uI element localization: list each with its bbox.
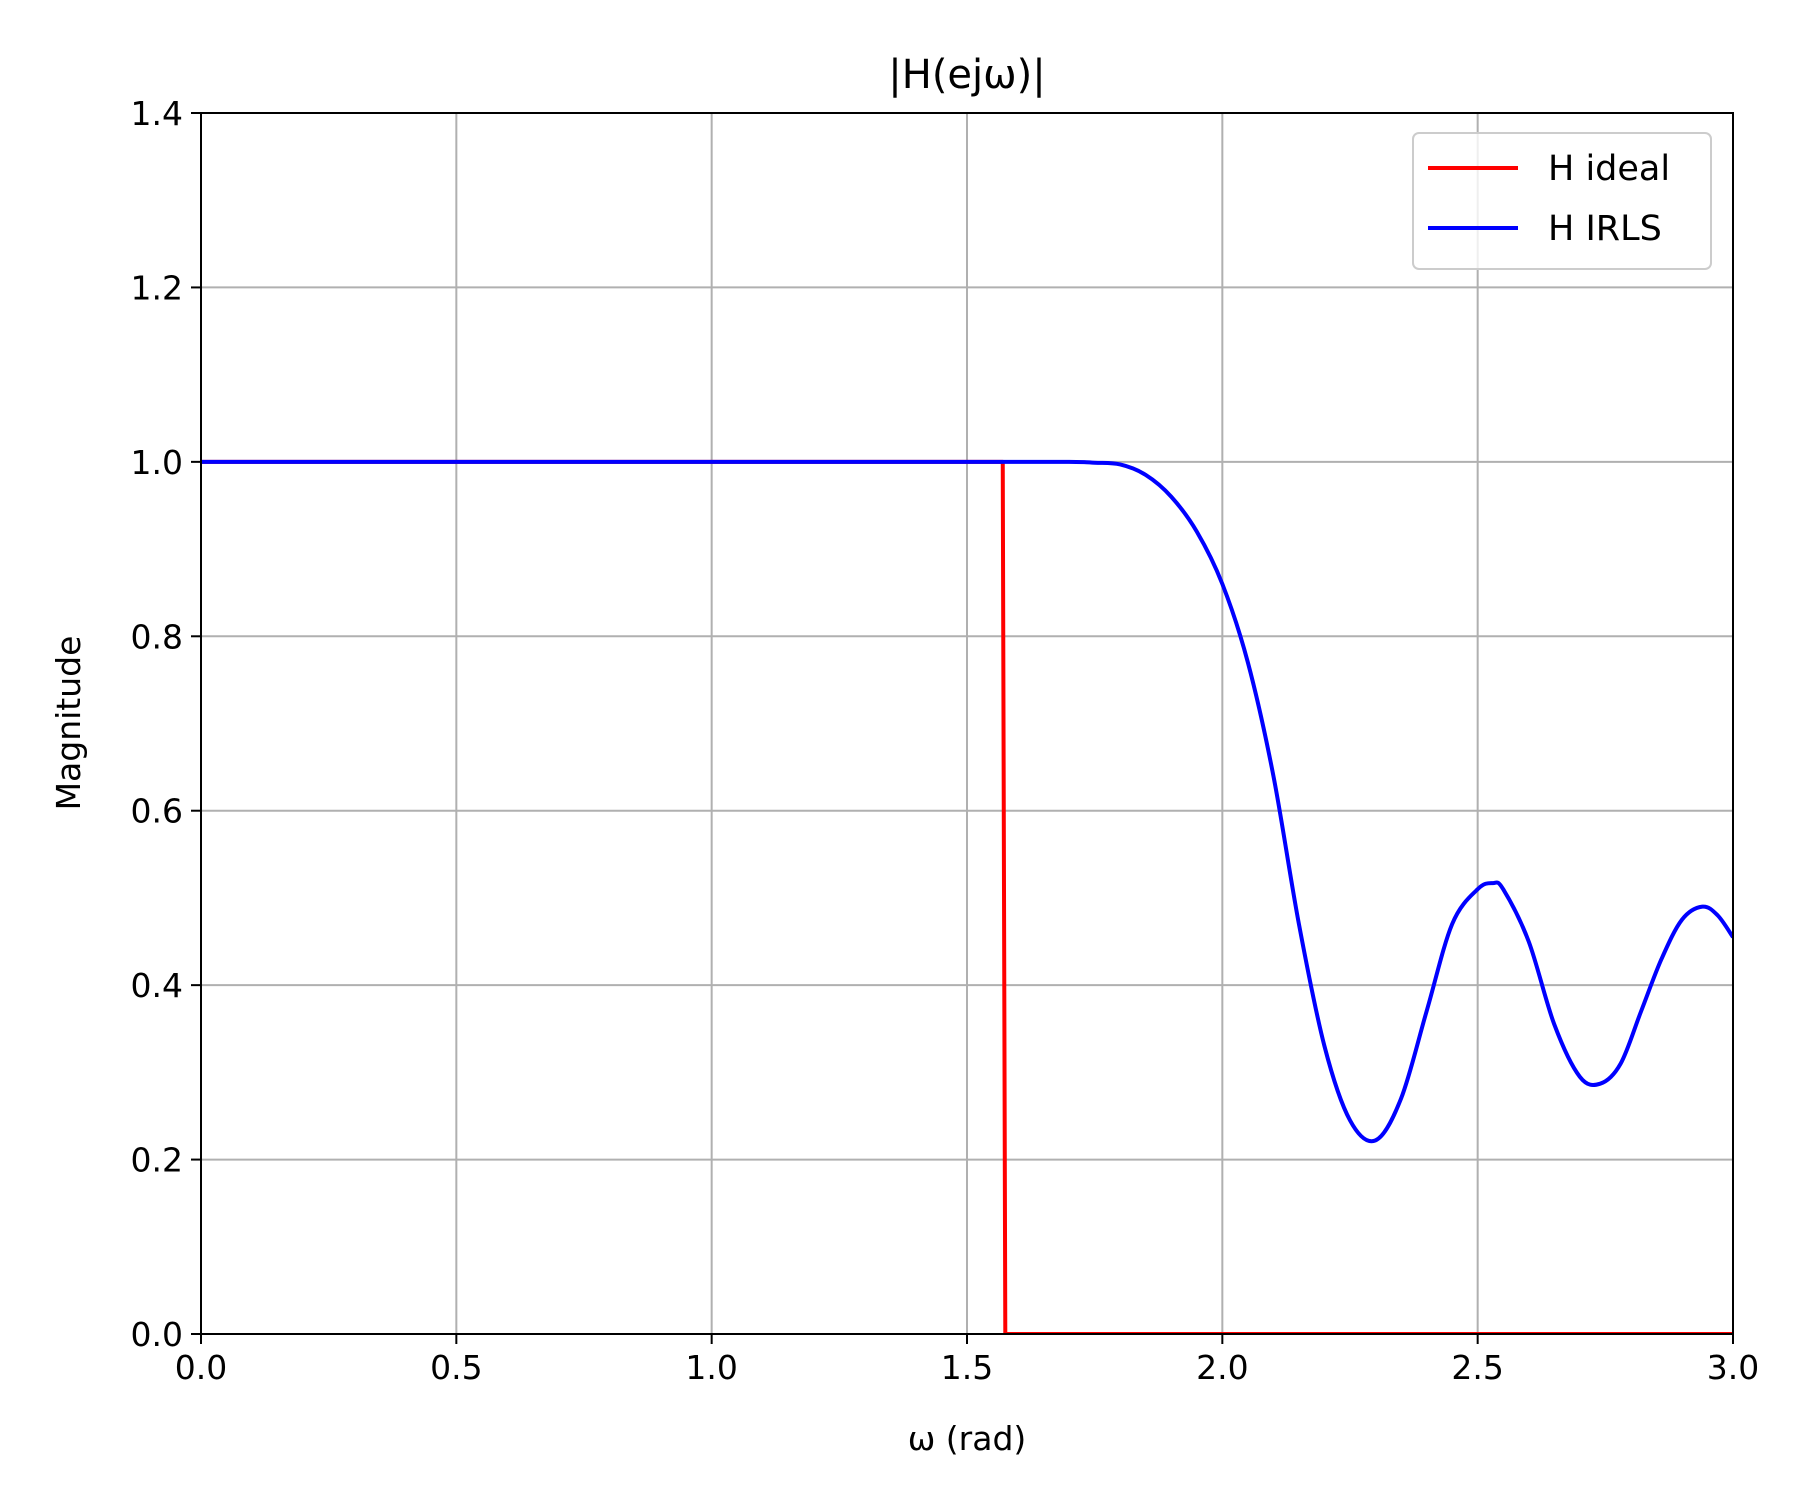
axis-ticks: 0.0 0.5 1.0 1.5 2.0 2.5 3.0 0.0 0.2 0.4 0.6 0.8 1.0 1… bbox=[131, 94, 1760, 1387]
chart-title: |H(ejω)| bbox=[888, 52, 1045, 98]
legend: H ideal H IRLS bbox=[1412, 132, 1712, 270]
x-tick-label: 2.5 bbox=[1451, 1348, 1503, 1387]
x-tick-label: 2.0 bbox=[1196, 1348, 1248, 1387]
x-axis-label: ω (rad) bbox=[908, 1419, 1027, 1458]
x-tick-label: 3.0 bbox=[1707, 1348, 1759, 1387]
y-tick-label: 0.4 bbox=[131, 966, 183, 1005]
x-tick-label: 1.5 bbox=[941, 1348, 993, 1387]
x-tick-label: 0.0 bbox=[175, 1348, 227, 1387]
y-tick-label: 0.6 bbox=[131, 792, 183, 831]
legend-label-h-irls: H IRLS bbox=[1548, 209, 1662, 249]
series-lines bbox=[201, 459, 1733, 1334]
y-tick-label: 1.0 bbox=[131, 443, 183, 482]
y-tick-label: 0.2 bbox=[131, 1141, 183, 1180]
series-line-h-irls bbox=[201, 459, 1733, 1144]
y-tick-label: 1.4 bbox=[131, 94, 183, 133]
y-tick-label: 0.8 bbox=[131, 617, 183, 656]
y-axis-label: Magnitude bbox=[49, 636, 88, 811]
x-tick-label: 1.0 bbox=[685, 1348, 737, 1387]
x-tick-label: 0.5 bbox=[430, 1348, 482, 1387]
y-tick-label: 0.0 bbox=[131, 1315, 183, 1354]
legend-label-h-ideal: H ideal bbox=[1548, 149, 1670, 189]
y-tick-label: 1.2 bbox=[131, 268, 183, 307]
